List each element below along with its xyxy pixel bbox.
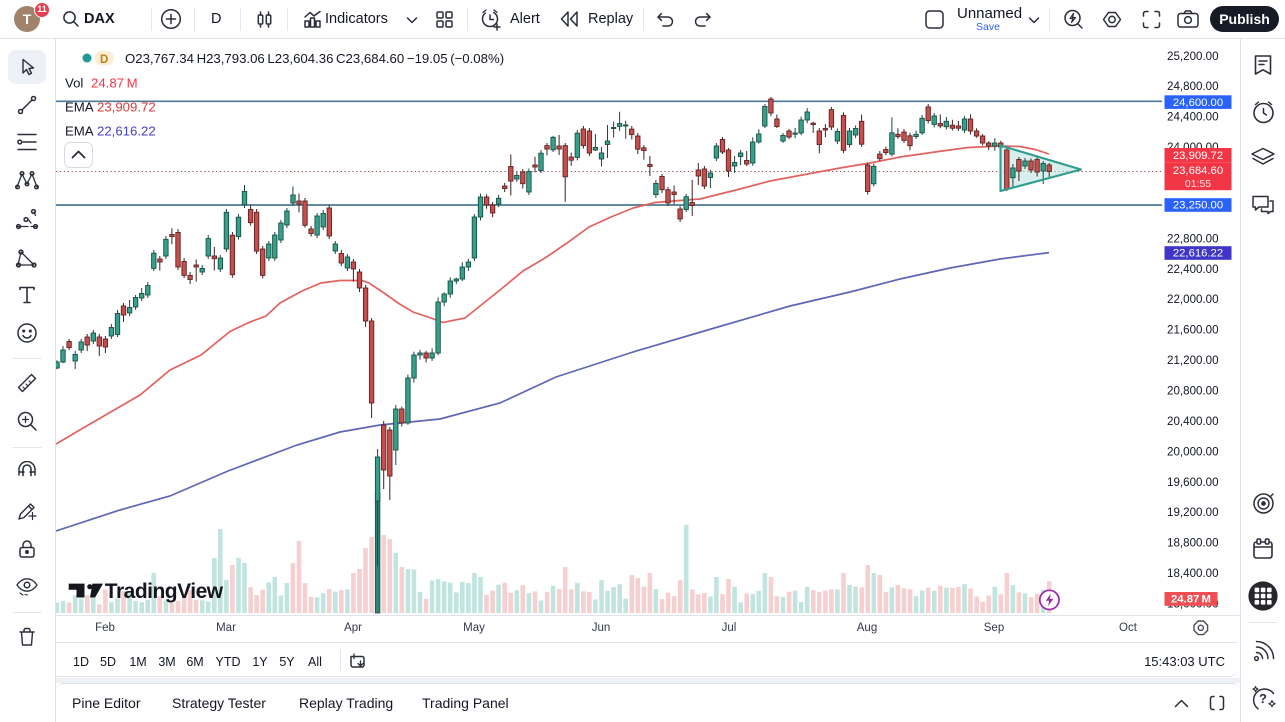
svg-text:Oct: Oct (1119, 622, 1138, 634)
svg-text:25,200.00: 25,200.00 (1167, 50, 1219, 63)
svg-text:20,000.00: 20,000.00 (1167, 445, 1219, 458)
svg-text:23,909.72: 23,909.72 (1173, 150, 1223, 162)
svg-text:22,616.22: 22,616.22 (1173, 248, 1223, 260)
svg-text:Aug: Aug (857, 622, 877, 634)
svg-text:Jun: Jun (592, 622, 611, 634)
svg-text:18,800.00: 18,800.00 (1167, 537, 1219, 550)
svg-text:D: D (100, 54, 108, 66)
svg-text:23,684.60: 23,684.60 (1173, 165, 1223, 177)
svg-text:May: May (463, 622, 485, 634)
svg-text:24.87 M: 24.87 M (91, 76, 138, 91)
svg-text:19,600.00: 19,600.00 (1167, 476, 1219, 489)
svg-text:Vol: Vol (65, 76, 83, 91)
svg-text:24,600.00: 24,600.00 (1173, 97, 1223, 109)
svg-text:Jul: Jul (722, 622, 737, 634)
svg-text:21,200.00: 21,200.00 (1167, 354, 1219, 367)
svg-text:24,400.00: 24,400.00 (1167, 111, 1219, 124)
svg-text:O23,767.34 H23,793.06 L23,604.: O23,767.34 H23,793.06 L23,604.36 C23,684… (125, 51, 504, 66)
svg-text:Sep: Sep (984, 622, 1004, 634)
svg-text:20,800.00: 20,800.00 (1167, 385, 1219, 398)
svg-text:EMA: EMA (65, 124, 94, 139)
svg-text:22,800.00: 22,800.00 (1167, 232, 1219, 245)
svg-text:Apr: Apr (344, 622, 362, 634)
svg-text:22,000.00: 22,000.00 (1167, 293, 1219, 306)
svg-text:21,600.00: 21,600.00 (1167, 324, 1219, 337)
svg-text:18,400.00: 18,400.00 (1167, 567, 1219, 580)
svg-text:22,616.22: 22,616.22 (97, 124, 156, 139)
svg-text:Mar: Mar (216, 622, 236, 634)
svg-text:22,400.00: 22,400.00 (1167, 263, 1219, 276)
svg-text:24.87 M: 24.87 M (1171, 594, 1211, 606)
svg-text:01:55: 01:55 (1185, 178, 1211, 190)
svg-text:20,400.00: 20,400.00 (1167, 415, 1219, 428)
svg-text:24,800.00: 24,800.00 (1167, 80, 1219, 93)
svg-text:Feb: Feb (95, 622, 115, 634)
svg-text:19,200.00: 19,200.00 (1167, 506, 1219, 519)
svg-text:EMA: EMA (65, 100, 94, 115)
svg-text:23,250.00: 23,250.00 (1173, 200, 1223, 212)
svg-text:?: ? (1259, 691, 1267, 706)
svg-text:23,909.72: 23,909.72 (97, 100, 156, 115)
svg-text:TradingView: TradingView (105, 580, 224, 603)
